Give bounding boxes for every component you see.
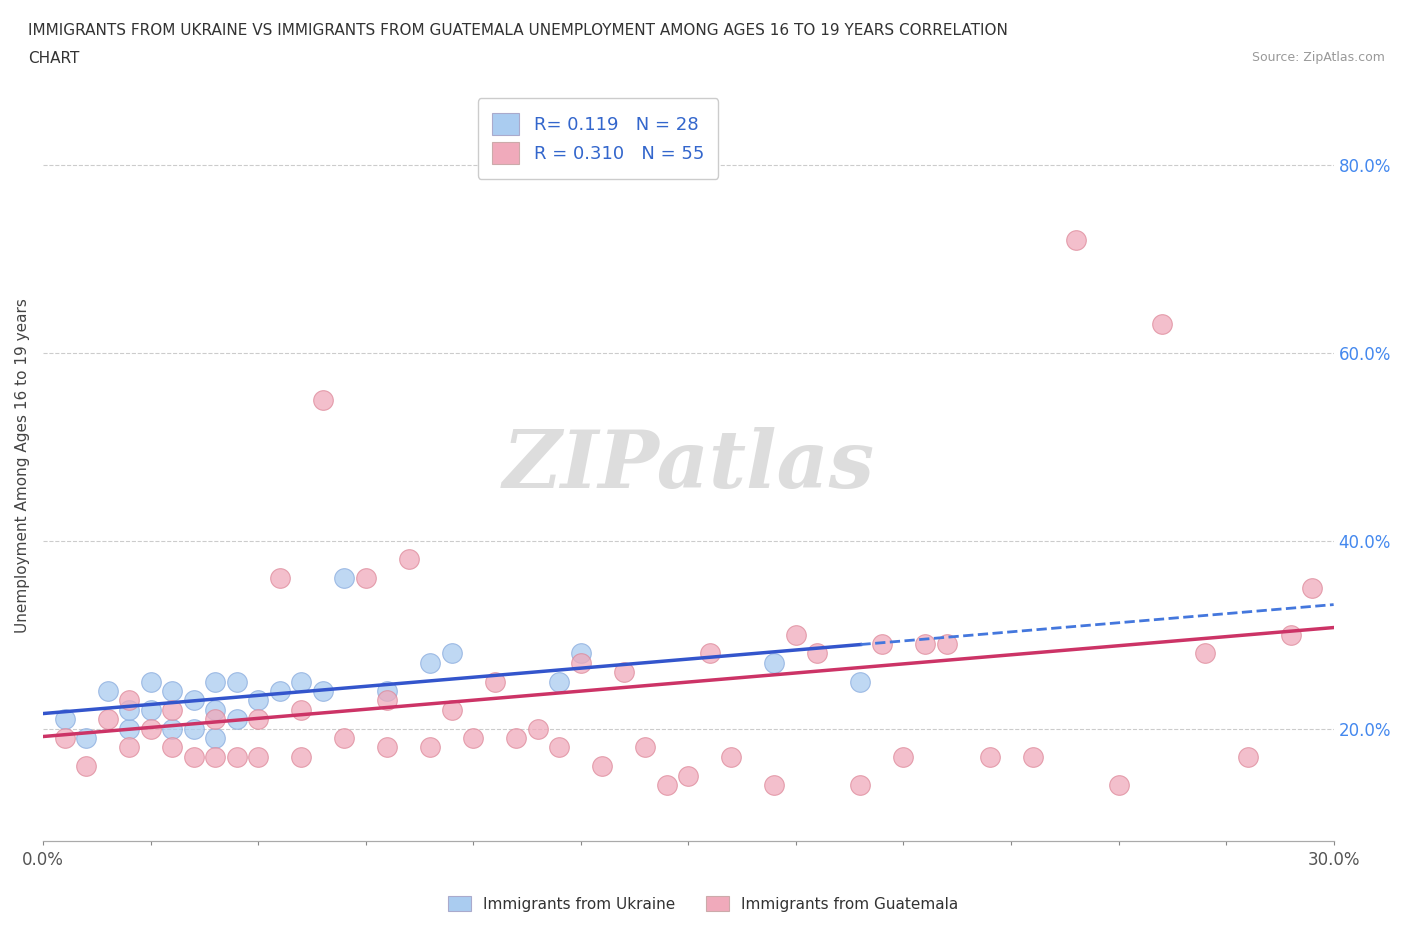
Point <box>505 731 527 746</box>
Point <box>204 674 226 689</box>
Point <box>183 750 205 764</box>
Point <box>548 674 571 689</box>
Point <box>97 711 120 726</box>
Point <box>678 768 700 783</box>
Point <box>613 665 636 680</box>
Point <box>75 759 97 774</box>
Point <box>118 740 141 755</box>
Point <box>398 552 420 567</box>
Point <box>1021 750 1043 764</box>
Text: CHART: CHART <box>28 51 80 66</box>
Text: Source: ZipAtlas.com: Source: ZipAtlas.com <box>1251 51 1385 64</box>
Point <box>333 731 356 746</box>
Point <box>1108 777 1130 792</box>
Point <box>419 740 441 755</box>
Point <box>139 722 162 737</box>
Point <box>893 750 915 764</box>
Point <box>312 392 335 407</box>
Point <box>763 777 786 792</box>
Point <box>162 722 184 737</box>
Legend: Immigrants from Ukraine, Immigrants from Guatemala: Immigrants from Ukraine, Immigrants from… <box>441 889 965 918</box>
Point <box>591 759 613 774</box>
Point <box>204 711 226 726</box>
Point <box>162 684 184 698</box>
Point <box>118 702 141 717</box>
Point <box>870 637 893 652</box>
Point <box>312 684 335 698</box>
Point <box>655 777 678 792</box>
Point <box>118 693 141 708</box>
Point <box>204 731 226 746</box>
Point <box>118 722 141 737</box>
Point <box>75 731 97 746</box>
Point <box>162 740 184 755</box>
Point <box>269 571 291 586</box>
Point <box>914 637 936 652</box>
Point <box>269 684 291 698</box>
Point <box>247 750 270 764</box>
Point <box>569 656 592 671</box>
Point <box>183 722 205 737</box>
Point <box>463 731 485 746</box>
Point <box>979 750 1001 764</box>
Point <box>699 646 721 661</box>
Point <box>935 637 957 652</box>
Point <box>1301 580 1323 595</box>
Point <box>720 750 742 764</box>
Point <box>247 711 270 726</box>
Point <box>290 750 312 764</box>
Point <box>333 571 356 586</box>
Point <box>1150 317 1173 332</box>
Point <box>785 627 807 642</box>
Point <box>1279 627 1302 642</box>
Text: IMMIGRANTS FROM UKRAINE VS IMMIGRANTS FROM GUATEMALA UNEMPLOYMENT AMONG AGES 16 : IMMIGRANTS FROM UKRAINE VS IMMIGRANTS FR… <box>28 23 1008 38</box>
Point <box>375 684 398 698</box>
Point <box>204 702 226 717</box>
Point <box>569 646 592 661</box>
Text: ZIPatlas: ZIPatlas <box>502 427 875 504</box>
Point <box>527 722 550 737</box>
Point <box>1194 646 1216 661</box>
Point <box>204 750 226 764</box>
Point <box>53 731 76 746</box>
Point <box>375 693 398 708</box>
Y-axis label: Unemployment Among Ages 16 to 19 years: Unemployment Among Ages 16 to 19 years <box>15 298 30 633</box>
Point <box>354 571 377 586</box>
Point <box>53 711 76 726</box>
Point <box>225 674 247 689</box>
Point <box>806 646 828 661</box>
Point <box>1064 232 1087 247</box>
Point <box>290 674 312 689</box>
Point <box>162 702 184 717</box>
Point <box>375 740 398 755</box>
Point <box>763 656 786 671</box>
Point <box>139 702 162 717</box>
Point <box>1236 750 1258 764</box>
Point <box>849 777 872 792</box>
Point <box>634 740 657 755</box>
Point <box>290 702 312 717</box>
Point <box>484 674 506 689</box>
Point <box>419 656 441 671</box>
Point <box>849 674 872 689</box>
Point <box>139 674 162 689</box>
Point <box>97 684 120 698</box>
Point <box>225 750 247 764</box>
Point <box>440 646 463 661</box>
Point <box>247 693 270 708</box>
Point <box>183 693 205 708</box>
Point <box>440 702 463 717</box>
Legend: R= 0.119   N = 28, R = 0.310   N = 55: R= 0.119 N = 28, R = 0.310 N = 55 <box>478 99 718 179</box>
Point <box>548 740 571 755</box>
Point <box>225 711 247 726</box>
